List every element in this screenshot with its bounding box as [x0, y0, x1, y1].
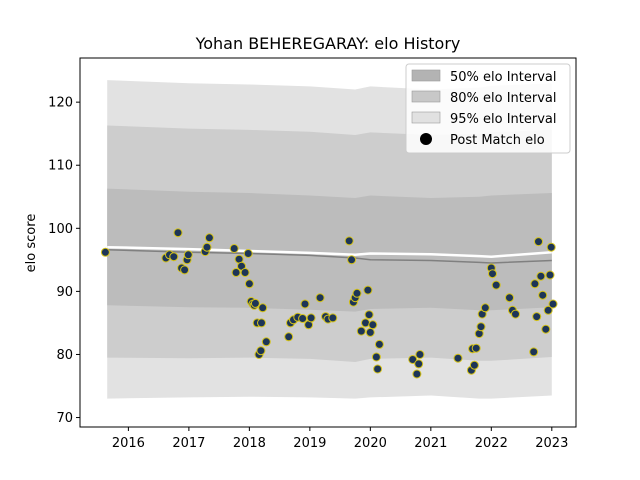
data-point: [258, 303, 268, 313]
data-point: [469, 360, 479, 370]
legend-swatch: [411, 90, 441, 103]
y-axis: 70 80 90 100 110 120: [48, 96, 80, 426]
data-point: [541, 324, 551, 334]
data-point: [415, 350, 425, 359]
y-axis-label: elo score: [24, 214, 39, 273]
data-point: [344, 236, 354, 246]
data-point: [488, 269, 497, 279]
data-point: [363, 285, 373, 295]
y-tick-label: 90: [56, 285, 73, 300]
x-tick-label: 2021: [414, 436, 447, 451]
data-point: [534, 237, 543, 247]
data-point: [347, 255, 357, 265]
legend-label: 50% elo Interval: [450, 70, 557, 85]
legend-box: [405, 63, 571, 154]
data-point: [240, 268, 250, 277]
data-point: [202, 242, 212, 252]
data-point: [328, 313, 338, 323]
data-point: [256, 346, 266, 356]
band-50: [107, 188, 552, 312]
data-point: [183, 250, 193, 260]
data-point: [298, 314, 308, 323]
x-axis: 2016 2017 2018 2019 2020 2021 2022 2023: [112, 427, 568, 451]
data-point: [548, 299, 558, 309]
mean-line: [107, 249, 552, 264]
data-point: [364, 310, 374, 320]
data-point: [538, 290, 548, 300]
x-tick-label: 2020: [354, 436, 387, 451]
plot-area: [79, 57, 577, 428]
data-point: [536, 271, 546, 281]
y-tick-label: 110: [48, 159, 73, 174]
data-point: [352, 288, 362, 298]
y-tick-label: 100: [48, 222, 73, 237]
y-tick-label: 80: [56, 348, 73, 363]
data-point: [476, 322, 486, 332]
data-point: [480, 303, 490, 313]
x-tick-label: 2017: [172, 436, 205, 451]
data-point: [356, 326, 366, 336]
x-tick-label: 2018: [233, 436, 266, 451]
legend-marker: [420, 133, 432, 145]
data-point: [371, 352, 381, 362]
y-tick-label: 70: [56, 411, 73, 426]
data-point: [505, 293, 514, 303]
x-tick-label: 2023: [535, 436, 568, 451]
data-point: [491, 280, 501, 290]
x-tick-label: 2016: [112, 436, 145, 451]
data-point: [169, 252, 179, 262]
data-point: [543, 305, 553, 315]
legend-label: 95% elo Interval: [450, 112, 557, 127]
data-point: [300, 299, 310, 309]
data-point: [532, 312, 542, 322]
data-point: [365, 327, 375, 337]
data-point: [414, 359, 424, 369]
axes-frame: [79, 57, 577, 428]
data-point: [250, 298, 260, 308]
data-point: [261, 337, 271, 347]
data-point: [546, 242, 556, 252]
legend-label: Post Match elo: [450, 133, 545, 148]
trend-lines: [107, 245, 552, 264]
data-point: [374, 339, 384, 349]
data-point: [243, 249, 253, 258]
data-point: [412, 369, 422, 379]
data-point: [529, 347, 539, 357]
legend-swatch: [411, 111, 441, 124]
data-point: [530, 279, 540, 289]
data-point: [368, 320, 378, 330]
data-point: [173, 228, 183, 238]
legend-label: 80% elo Interval: [450, 91, 557, 106]
data-point: [453, 353, 463, 363]
data-point: [511, 309, 520, 319]
data-point: [373, 364, 383, 374]
data-point: [229, 244, 239, 253]
legend-swatch: [411, 69, 441, 82]
interval-bands: [107, 80, 552, 399]
data-point: [244, 279, 254, 289]
chart-title: Yohan BEHEREGARAY: elo History: [195, 34, 461, 53]
data-point: [545, 270, 555, 280]
data-point: [361, 318, 370, 328]
legend: 50% elo Interval 80% elo Interval 95% elo …: [405, 63, 571, 154]
data-point: [315, 293, 325, 303]
x-tick-label: 2019: [293, 436, 326, 451]
data-point: [284, 332, 294, 342]
median-line: [107, 245, 552, 258]
data-point: [306, 313, 316, 323]
data-point: [180, 265, 190, 275]
data-point: [100, 247, 110, 257]
data-point: [231, 268, 241, 277]
x-tick-label: 2022: [475, 436, 508, 451]
y-tick-label: 120: [48, 96, 73, 111]
data-point: [257, 318, 266, 328]
data-point: [204, 233, 214, 243]
post-match-points: [100, 228, 558, 379]
data-point: [471, 343, 481, 353]
data-point: [408, 355, 418, 364]
